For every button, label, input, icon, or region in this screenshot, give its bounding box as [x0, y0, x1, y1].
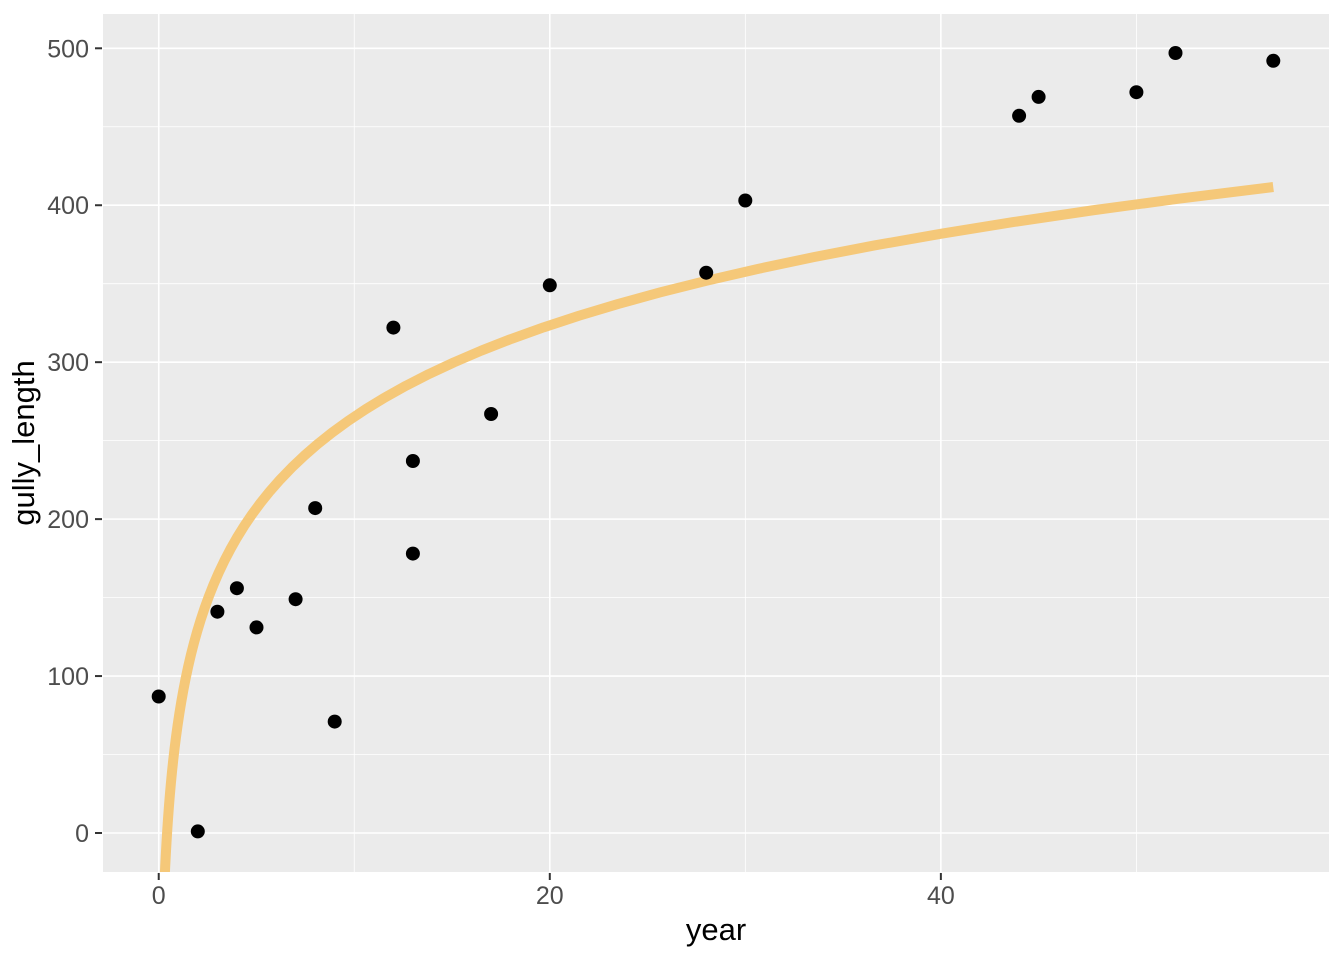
trend-line [159, 182, 1274, 872]
data-point [386, 320, 401, 335]
data-point [190, 824, 205, 839]
y-tick-label: 200 [47, 506, 89, 534]
x-tick-label: 0 [152, 882, 166, 910]
y-axis-title: gully_length [6, 360, 41, 525]
x-axis-title: year [686, 912, 746, 947]
y-tick-label: 0 [75, 820, 89, 848]
data-point [542, 278, 557, 293]
y-tick-label: 100 [47, 663, 89, 691]
x-tick-label: 40 [927, 882, 955, 910]
trend-layer [159, 182, 1274, 872]
data-point [405, 546, 420, 561]
data-point [308, 501, 323, 516]
y-tick-label: 400 [47, 192, 89, 220]
data-point [405, 454, 420, 468]
major-gridlines [103, 14, 1329, 872]
y-tick-label: 500 [47, 35, 89, 63]
data-point [288, 592, 303, 607]
data-point [327, 714, 342, 729]
data-point [1168, 46, 1183, 60]
data-point [151, 689, 166, 704]
data-point [249, 620, 264, 635]
plot-panel [103, 14, 1329, 872]
minor-gridlines [103, 14, 1329, 872]
data-point [1012, 108, 1027, 123]
data-point [1266, 53, 1281, 68]
data-point [1031, 89, 1046, 104]
x-tick-label: 20 [536, 882, 564, 910]
data-point [699, 265, 714, 280]
y-tick-label: 300 [47, 349, 89, 377]
data-point [210, 604, 225, 619]
data-point [1129, 85, 1144, 100]
axis-tick-marks [95, 47, 942, 880]
data-point [229, 581, 244, 596]
data-point [738, 193, 753, 208]
data-point [484, 407, 499, 421]
points-layer [151, 46, 1281, 839]
